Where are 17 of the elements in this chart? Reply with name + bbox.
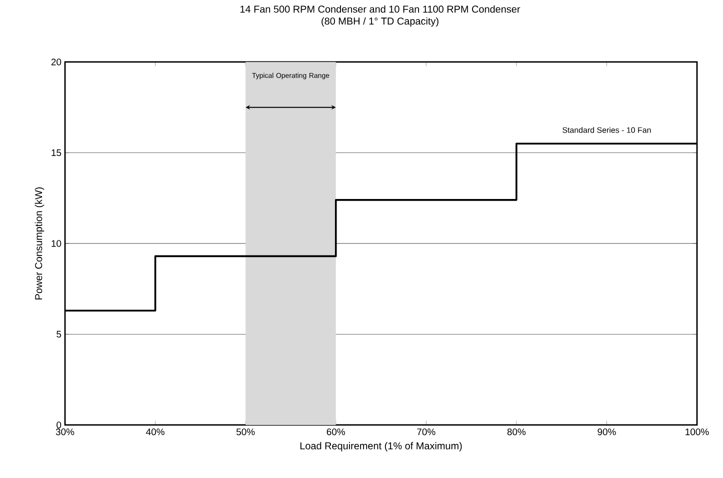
y-tick-label: 20 bbox=[51, 58, 62, 66]
x-tick-label: 100% bbox=[686, 428, 709, 436]
y-tick-label: 15 bbox=[52, 149, 62, 156]
x-axis-title: Load Requirement (1% of Maximum) bbox=[300, 442, 462, 452]
chart-subtitle: (80 MBH / 1° TD Capacity) bbox=[322, 17, 438, 27]
y-tick-label: 0 bbox=[56, 422, 62, 428]
x-tick-label: 60% bbox=[326, 428, 345, 436]
x-tick-label: 50% bbox=[236, 428, 255, 436]
y-axis-title: Power Consumption (kW) bbox=[34, 187, 44, 300]
x-tick-label: 40% bbox=[146, 428, 164, 436]
x-tick-label: 80% bbox=[507, 428, 526, 436]
chart-title: 14 Fan 500 RPM Condenser and 10 Fan 1100 RPM Condenser bbox=[240, 5, 520, 13]
x-tick-label: 70% bbox=[417, 428, 436, 436]
x-tick-label: 30% bbox=[56, 428, 74, 436]
y-tick-label: 10 bbox=[52, 240, 62, 247]
y-tick-label: 5 bbox=[56, 330, 62, 338]
x-tick-label: 90% bbox=[598, 428, 616, 436]
